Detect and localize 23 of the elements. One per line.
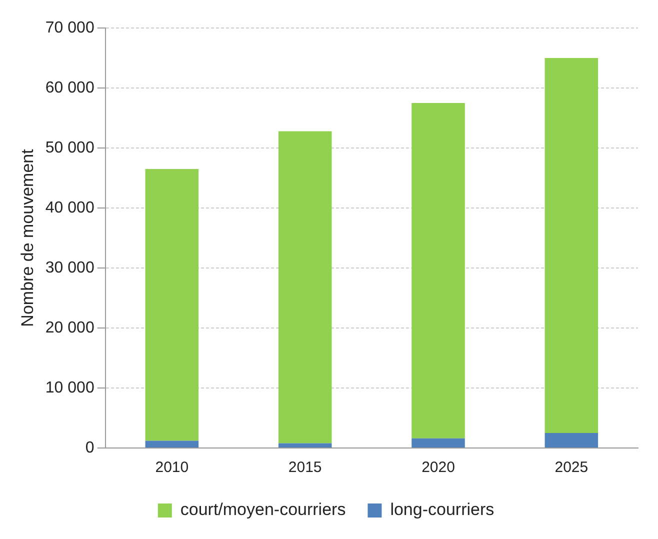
y-tick-label: 20 000 xyxy=(45,319,94,336)
bar xyxy=(278,443,332,448)
legend-label: long-courriers xyxy=(390,500,494,520)
x-tick-label: 2025 xyxy=(554,459,588,476)
bar xyxy=(278,131,332,444)
y-tick-label: 0 xyxy=(85,439,94,456)
bar xyxy=(145,440,199,448)
bar xyxy=(544,58,598,433)
x-tick-label: 2020 xyxy=(422,459,455,476)
y-tick-label: 70 000 xyxy=(45,19,94,36)
legend-label: court/moyen-courriers xyxy=(180,500,346,520)
y-tick-label: 50 000 xyxy=(45,139,94,156)
y-tick-label: 10 000 xyxy=(45,379,94,396)
x-tick-label: 2015 xyxy=(288,459,322,476)
y-tick-label: 40 000 xyxy=(45,199,94,216)
y-tick-label: 30 000 xyxy=(45,259,94,276)
bar xyxy=(412,103,465,438)
bar xyxy=(145,169,199,441)
y-axis-title: Nombre de mouvement xyxy=(18,148,37,327)
bar xyxy=(412,438,465,448)
y-tick-label: 60 000 xyxy=(45,79,94,96)
bar xyxy=(544,433,598,448)
x-tick-label: 2010 xyxy=(155,459,189,476)
